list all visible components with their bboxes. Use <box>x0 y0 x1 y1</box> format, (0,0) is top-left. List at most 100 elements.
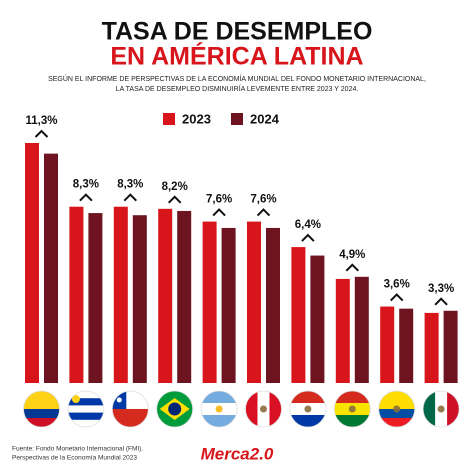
bar <box>266 227 280 383</box>
legend-label: 2023 <box>182 111 211 126</box>
flag-outline <box>245 390 282 428</box>
bar <box>335 278 350 383</box>
flag-part <box>67 391 104 399</box>
flag-part <box>348 405 356 413</box>
bar <box>310 255 325 383</box>
value-label: 11,3% <box>26 115 58 127</box>
flag-outline <box>156 390 194 428</box>
flag-part <box>304 405 312 413</box>
bar <box>221 227 236 383</box>
value-label: 3,6% <box>384 279 410 291</box>
flag-part <box>334 415 371 427</box>
bar <box>291 247 306 383</box>
value-label: 8,2% <box>162 181 188 193</box>
flag-part <box>71 395 80 403</box>
chart-subtitle: EN AMÉRICA LATINA <box>110 42 363 71</box>
flag-part <box>67 398 104 406</box>
flag-part <box>116 397 122 403</box>
flag-part <box>260 405 267 413</box>
flag-outline <box>23 390 60 428</box>
flag <box>378 391 415 427</box>
bar <box>177 210 192 383</box>
chart-title: TASA DE DESEMPLEO <box>102 18 373 46</box>
flag-part <box>67 412 104 421</box>
bar <box>247 221 261 383</box>
flag <box>201 391 238 427</box>
caret <box>167 195 182 204</box>
flag-outline <box>200 390 238 428</box>
description: SEGÚN EL INFORME DE PERSPECTIVAS DE LA E… <box>48 74 426 83</box>
caret <box>79 193 93 202</box>
flag <box>289 391 326 427</box>
caret <box>34 129 49 138</box>
flag-part <box>447 391 460 427</box>
flag <box>245 391 282 427</box>
flag-part <box>23 409 60 419</box>
flag <box>23 391 60 427</box>
flag-part <box>245 391 258 427</box>
flag-part <box>378 409 415 419</box>
value-label: 3,3% <box>428 283 454 295</box>
flag-part <box>67 419 104 427</box>
value-label: 8,3% <box>73 179 99 191</box>
flag-part <box>334 391 371 404</box>
source: Perspectivas de la Economía Mundial 2023 <box>12 455 137 462</box>
flag-outline <box>422 390 460 428</box>
caret <box>256 208 271 217</box>
flag-part <box>23 391 60 401</box>
value-label: 8,3% <box>117 179 143 191</box>
flag-part <box>437 405 445 413</box>
flag-part <box>423 391 436 427</box>
flag-part <box>378 400 415 410</box>
bar <box>69 206 84 383</box>
bar <box>88 213 103 383</box>
bar <box>113 206 128 383</box>
flag-part <box>393 405 401 413</box>
value-label: 6,4% <box>295 219 321 231</box>
flag-outline <box>378 390 416 428</box>
flag <box>156 391 193 427</box>
flag <box>67 391 104 427</box>
flag-outline <box>289 390 327 428</box>
caret <box>123 193 138 202</box>
flag-part <box>23 418 60 427</box>
flag-outline <box>111 390 149 428</box>
bar <box>132 215 147 383</box>
flag-part <box>168 402 182 416</box>
caret <box>345 263 360 272</box>
legend-swatch <box>231 113 243 125</box>
flag-part <box>112 409 149 427</box>
caret <box>389 293 404 302</box>
legend-label: 2024 <box>250 111 280 126</box>
description: LA TASA DE DESEMPLEO DISMINUIRÍA LEVEMEN… <box>116 84 359 93</box>
flag <box>423 391 460 427</box>
flag <box>334 391 371 427</box>
bar <box>158 208 173 383</box>
flag-part <box>378 391 415 401</box>
value-label: 4,9% <box>339 249 365 261</box>
caret <box>301 233 315 242</box>
bar <box>424 312 439 383</box>
flag-part <box>201 415 238 427</box>
flag-outline <box>67 390 105 428</box>
flag-part <box>67 405 104 414</box>
bar <box>443 310 458 383</box>
flag-part <box>23 400 60 410</box>
source: Fuente: Fondo Monetario Internacional (F… <box>12 446 143 453</box>
brand-logo: Merca2.0 <box>201 444 274 463</box>
value-label: 7,6% <box>206 194 232 206</box>
bar <box>25 143 39 383</box>
flag-part <box>378 418 415 427</box>
value-label: 7,6% <box>250 194 276 206</box>
caret <box>212 208 226 217</box>
caret <box>434 297 448 306</box>
flag-part <box>215 405 223 413</box>
flag-outline <box>333 390 371 428</box>
flag-part <box>289 391 326 404</box>
bar <box>44 153 58 383</box>
flag-part <box>289 415 326 427</box>
bar <box>354 276 369 383</box>
flag-part <box>269 391 282 427</box>
legend-swatch <box>163 113 175 125</box>
